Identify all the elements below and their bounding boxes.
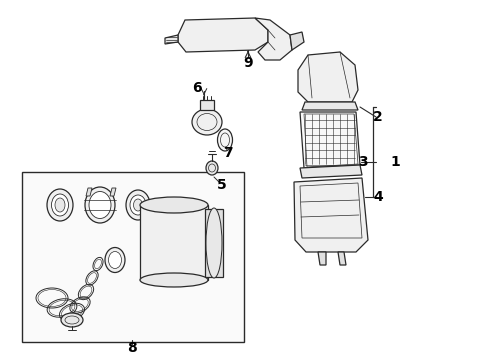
Ellipse shape: [218, 129, 232, 151]
Ellipse shape: [51, 194, 69, 216]
Ellipse shape: [206, 161, 218, 175]
Ellipse shape: [206, 208, 222, 278]
Bar: [140, 205, 208, 280]
Text: 8: 8: [127, 341, 137, 355]
Polygon shape: [302, 102, 358, 110]
Ellipse shape: [105, 248, 125, 273]
Polygon shape: [318, 252, 326, 265]
Polygon shape: [110, 188, 116, 196]
Ellipse shape: [133, 199, 143, 211]
Ellipse shape: [47, 189, 73, 221]
Text: 1: 1: [390, 155, 400, 169]
Text: 7: 7: [223, 146, 233, 160]
Text: 2: 2: [373, 110, 383, 124]
Polygon shape: [338, 252, 346, 265]
Ellipse shape: [85, 187, 115, 223]
Ellipse shape: [89, 192, 111, 219]
Ellipse shape: [130, 195, 146, 215]
Bar: [200, 100, 214, 110]
Polygon shape: [290, 32, 304, 50]
Ellipse shape: [140, 273, 208, 287]
Polygon shape: [298, 52, 358, 102]
Text: 6: 6: [192, 81, 202, 95]
Polygon shape: [178, 18, 268, 52]
Ellipse shape: [140, 197, 208, 213]
Polygon shape: [86, 188, 92, 196]
Text: 5: 5: [217, 178, 227, 192]
Ellipse shape: [192, 109, 222, 135]
Ellipse shape: [55, 198, 65, 212]
Polygon shape: [165, 35, 178, 44]
Ellipse shape: [108, 252, 122, 269]
Polygon shape: [300, 112, 360, 168]
Polygon shape: [294, 178, 368, 252]
Ellipse shape: [126, 190, 150, 220]
Ellipse shape: [61, 313, 83, 327]
Bar: [205, 209, 223, 277]
Text: 4: 4: [373, 190, 383, 204]
Bar: [22, 172, 244, 342]
Polygon shape: [300, 165, 362, 178]
Text: 3: 3: [358, 155, 368, 169]
Text: 9: 9: [243, 56, 253, 70]
Polygon shape: [255, 18, 292, 60]
